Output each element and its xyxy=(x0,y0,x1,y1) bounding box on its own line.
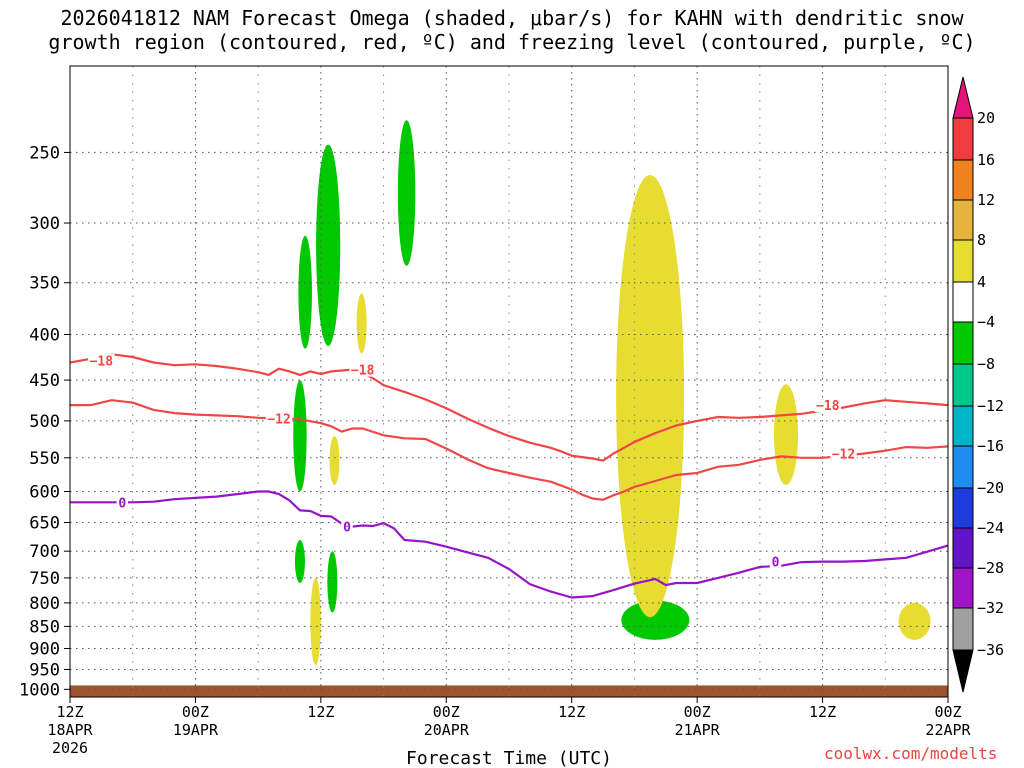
colorbar-label: −24 xyxy=(977,519,1004,537)
contour-label: 0 xyxy=(772,556,780,571)
contour-label-bg xyxy=(830,446,857,461)
contour-label-bg xyxy=(349,362,376,377)
y-tick-label: 750 xyxy=(29,569,60,589)
y-tick-label: 300 xyxy=(29,214,60,234)
omega-shaded-region xyxy=(294,539,305,584)
colorbar-label: 16 xyxy=(977,151,995,169)
colorbar-band xyxy=(952,159,974,201)
colorbar-label: −16 xyxy=(977,437,1004,455)
y-tick-label: 1000 xyxy=(19,680,60,700)
x-tick-label: 12Z xyxy=(558,703,585,721)
y-tick-label: 350 xyxy=(29,274,60,294)
colorbar-label: 8 xyxy=(977,231,986,249)
contour-label: −18 xyxy=(90,355,114,370)
contour-label: 0 xyxy=(118,496,126,511)
contour-label: −18 xyxy=(816,399,840,414)
colorbar-label: −36 xyxy=(977,641,1004,659)
colorbar-top-triangle xyxy=(952,76,974,119)
colorbar-band xyxy=(952,445,974,489)
y-tick-label: 550 xyxy=(29,449,60,469)
colorbar-band xyxy=(952,239,974,283)
x-tick-date-label: 22APR xyxy=(925,721,971,739)
x-tick-date-label: 18APR xyxy=(47,721,93,739)
omega-shaded-region xyxy=(293,380,307,492)
contour-label-bg xyxy=(341,519,353,534)
omega-shaded-region xyxy=(316,144,341,346)
y-tick-label: 850 xyxy=(29,617,60,637)
x-tick-label: 00Z xyxy=(433,703,460,721)
contour-label: −12 xyxy=(832,448,855,463)
x-tick-label: 00Z xyxy=(684,703,711,721)
chart-title: 2026041812 NAM Forecast Omega (shaded, μ… xyxy=(0,6,1024,54)
contour-line xyxy=(70,399,948,501)
y-tick-label: 700 xyxy=(29,542,60,562)
y-tick-label: 650 xyxy=(29,513,60,533)
y-tick-label: 800 xyxy=(29,594,60,614)
x-tick-label: 12Z xyxy=(56,703,83,721)
y-tick-label: 500 xyxy=(29,412,60,432)
contour-label-bg xyxy=(116,495,129,510)
colorbar-band xyxy=(952,281,974,323)
x-tick-year-label: 2026 xyxy=(52,739,88,757)
colorbar-label: −8 xyxy=(977,355,995,373)
colorbar-band xyxy=(952,199,974,241)
omega-shaded-region xyxy=(621,600,690,640)
contour-line xyxy=(70,353,948,462)
colorbar-band xyxy=(952,405,974,447)
plot-area: −18 −18 −18 −12 −12 0 0 0 xyxy=(70,66,948,697)
contour-label: 0 xyxy=(343,521,351,536)
omega-shaded-region xyxy=(329,436,340,485)
colorbar-label: −32 xyxy=(977,599,1004,617)
x-tick-label: 12Z xyxy=(307,703,334,721)
y-tick-label: 450 xyxy=(29,371,60,391)
colorbar-label: −12 xyxy=(977,397,1004,415)
contour-label-bg xyxy=(265,411,293,426)
plot-frame xyxy=(69,65,949,698)
y-tick-label: 250 xyxy=(29,143,60,163)
x-tick-date-label: 19APR xyxy=(173,721,219,739)
contour-label-bg xyxy=(769,554,782,569)
chart-title-line1: 2026041812 NAM Forecast Omega (shaded, μ… xyxy=(60,6,964,30)
contour-label-bg xyxy=(814,398,842,413)
colorbar-band xyxy=(952,363,974,407)
colorbar-band xyxy=(952,567,974,609)
colorbar-band xyxy=(952,487,974,529)
source-credit[interactable]: coolwx.com/modelts xyxy=(824,744,998,763)
contour-label-bg xyxy=(88,353,115,368)
colorbar-bottom-triangle xyxy=(952,649,974,693)
colorbar-label: 12 xyxy=(977,191,995,209)
omega-shaded-region xyxy=(327,551,338,613)
colorbar-label: −4 xyxy=(977,313,995,331)
omega-shaded-region xyxy=(310,577,321,666)
terrain-fill xyxy=(70,685,948,697)
omega-shaded-region xyxy=(616,174,685,618)
y-tick-label: 900 xyxy=(29,640,60,660)
contour-label: −12 xyxy=(267,413,290,428)
omega-shaded-region xyxy=(298,235,312,349)
colorbar-band xyxy=(952,527,974,569)
colorbar-label: 4 xyxy=(977,273,986,291)
x-axis-title: Forecast Time (UTC) xyxy=(406,748,612,768)
colorbar-band xyxy=(952,117,974,161)
omega-shaded-region xyxy=(898,602,931,640)
y-tick-label: 400 xyxy=(29,325,60,345)
omega-shaded-region xyxy=(356,293,367,354)
y-tick-label: 600 xyxy=(29,482,60,502)
x-tick-label: 00Z xyxy=(182,703,209,721)
y-tick-label: 950 xyxy=(29,660,60,680)
chart-title-line2: growth region (contoured, red, ºC) and f… xyxy=(48,30,976,54)
x-tick-label: 12Z xyxy=(809,703,836,721)
colorbar-label: −28 xyxy=(977,559,1004,577)
x-tick-date-label: 20APR xyxy=(424,721,470,739)
colorbar-band xyxy=(952,321,974,365)
x-tick-label: 00Z xyxy=(934,703,961,721)
x-tick-date-label: 21APR xyxy=(675,721,721,739)
colorbar-band xyxy=(952,607,974,651)
colorbar-label: 20 xyxy=(977,109,995,127)
omega-shaded-region xyxy=(773,384,798,485)
contour-label: −18 xyxy=(351,364,375,379)
colorbar-label: −20 xyxy=(977,479,1004,497)
omega-shaded-region xyxy=(397,120,416,266)
